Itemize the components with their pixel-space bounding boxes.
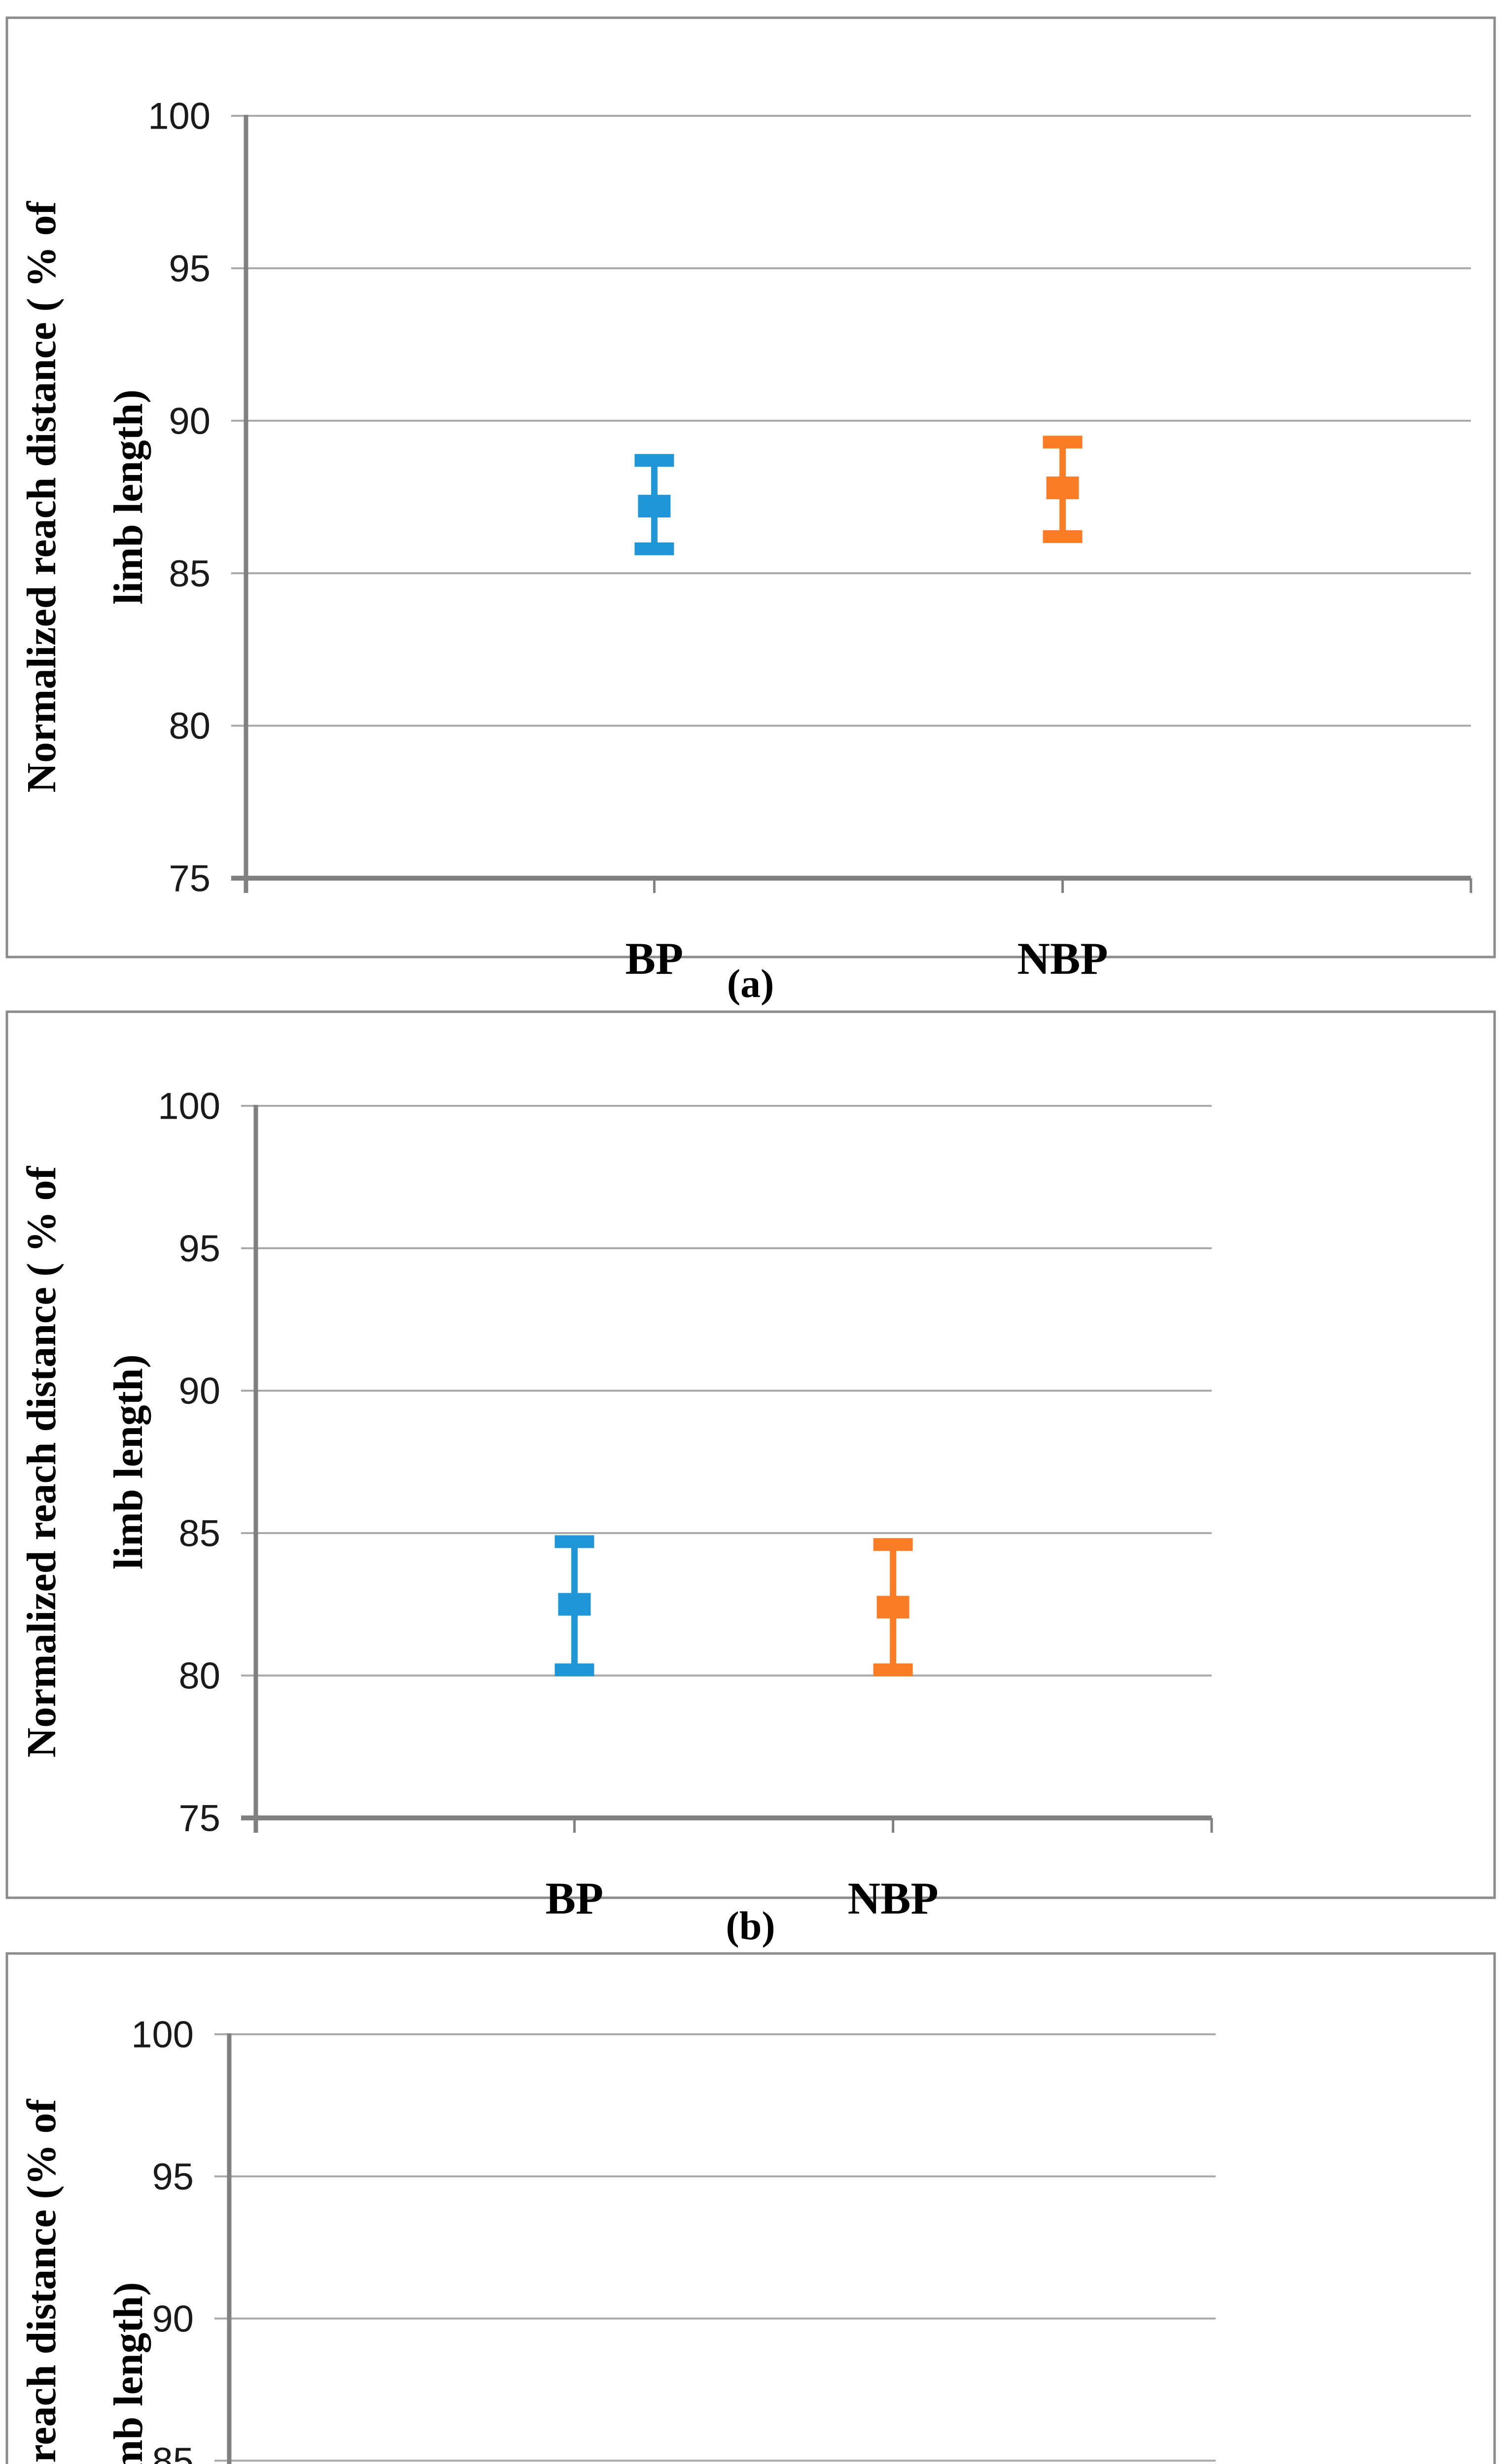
y-tick-label-95-b: 95 <box>178 1228 220 1270</box>
panel-caption-b: (b) <box>726 1903 775 1948</box>
y-tick-label-100-c: 100 <box>131 2014 194 2056</box>
y-tick-label-90-b: 90 <box>178 1370 220 1412</box>
error-bar-lower-cap-NBP-a <box>1043 530 1082 543</box>
y-tick-label-95-a: 95 <box>169 248 210 290</box>
mean-marker-NBP-b <box>876 1596 909 1619</box>
category-label-NBP-a: NBP <box>1017 933 1108 984</box>
panel-a: 100 95 90 85 80 75 BP NBP Normalized reach dista… <box>5 16 1496 984</box>
y-axis-title-line2-c: limb length) <box>105 2282 151 2464</box>
error-bar-upper-cap-NBP-a <box>1043 436 1082 449</box>
error-bar-BP-b <box>555 1535 594 1677</box>
y-axis-title-line1-b: Normalized reach distance ( % of <box>19 1166 65 1758</box>
y-tick-label-100-b: 100 <box>158 1086 220 1128</box>
error-bar-upper-cap-NBP-b <box>873 1538 913 1551</box>
panel-caption-a: (a) <box>727 961 774 1006</box>
mean-marker-BP-a <box>638 495 671 518</box>
error-bar-upper-cap-BP-a <box>634 454 674 467</box>
error-bar-NBP-a <box>1043 436 1082 543</box>
y-tick-label-100-a: 100 <box>148 96 210 137</box>
error-bar-NBP-b <box>873 1538 913 1677</box>
category-label-BP-a: BP <box>626 933 684 984</box>
y-tick-label-80-a: 80 <box>169 705 210 747</box>
category-label-BP-b: BP <box>546 1873 604 1923</box>
panel-b: 100 95 90 85 80 75 BP NBP Normalized reach dista… <box>5 1010 1496 1923</box>
y-axis-title-line1-a: Normalized reach distance ( % of <box>19 201 65 793</box>
panel-border-a <box>5 16 1496 958</box>
panel-border-c <box>5 1952 1496 2464</box>
y-tick-label-75-a: 75 <box>169 858 210 900</box>
y-tick-label-90-a: 90 <box>169 400 210 442</box>
mean-marker-NBP-a <box>1046 476 1079 499</box>
y-tick-label-85-a: 85 <box>169 553 210 595</box>
panel-border-b <box>5 1010 1496 1899</box>
y-axis-title-line2-b: limb length) <box>105 1354 151 1569</box>
error-bar-BP-a <box>634 454 674 555</box>
y-tick-label-85-c: 85 <box>152 2440 194 2464</box>
error-bar-lower-cap-BP-a <box>634 542 674 555</box>
error-bar-lower-cap-NBP-b <box>873 1663 913 1677</box>
y-axis-title-line1-c: Normalized reach distance (% of <box>19 2099 65 2464</box>
y-tick-label-95-c: 95 <box>152 2156 194 2198</box>
category-label-NBP-b: NBP <box>848 1873 939 1923</box>
y-tick-label-90-c: 90 <box>152 2298 194 2340</box>
mean-marker-BP-b <box>558 1593 591 1616</box>
error-bar-upper-cap-BP-b <box>555 1535 594 1548</box>
y-tick-label-75-b: 75 <box>178 1798 220 1840</box>
y-tick-label-85-b: 85 <box>178 1513 220 1555</box>
y-axis-title-line2-a: limb length) <box>105 389 151 604</box>
y-tick-label-80-b: 80 <box>178 1655 220 1697</box>
error-bar-lower-cap-BP-b <box>555 1663 594 1677</box>
